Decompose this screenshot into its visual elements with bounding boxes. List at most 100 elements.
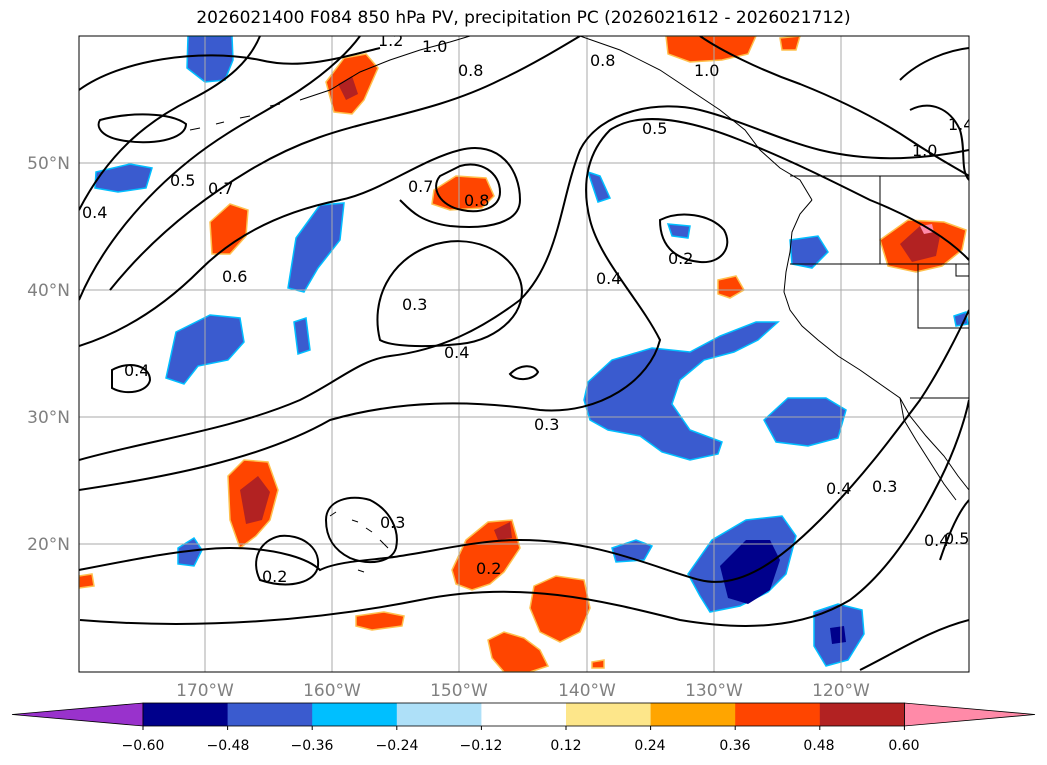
contour-line — [508, 365, 540, 380]
contour-label: 0.7 — [408, 177, 433, 196]
precip-blob — [94, 163, 153, 193]
precip-blob — [529, 575, 591, 643]
colorbar-tick-label: 0.24 — [634, 738, 665, 754]
contour-line — [699, 36, 969, 177]
contour-line — [109, 36, 581, 291]
latitude-labels: 50°N 40°N 30°N 20°N — [27, 154, 70, 555]
precip-blob — [209, 203, 249, 255]
precip-blob — [583, 321, 780, 461]
colorbar-segment — [227, 703, 313, 726]
contour-line — [939, 499, 969, 561]
colorbar-tick-label: −0.60 — [122, 738, 165, 754]
colorbar-ticks: −0.60 −0.48 −0.36 −0.24 −0.12 0.12 0.24 … — [122, 738, 920, 754]
contour-label: 1.0 — [912, 141, 937, 160]
precip-blob — [240, 476, 270, 524]
coastlines — [189, 36, 969, 573]
contour-label: 0.5 — [642, 119, 667, 138]
contour-line — [859, 619, 969, 671]
colorbar-tick-label: 0.60 — [888, 738, 919, 754]
contour-label: 0.8 — [464, 191, 489, 210]
colorbar-outline — [142, 702, 905, 727]
colorbar-segment — [396, 703, 482, 726]
contour-label: 0.5 — [170, 171, 195, 190]
precip-blob — [789, 235, 829, 269]
precip-blob — [494, 522, 512, 540]
colorbar-segment — [735, 703, 821, 726]
colorbar-extend-right — [904, 702, 1036, 727]
lon-label: 140°W — [558, 681, 616, 701]
baja-coast — [899, 397, 957, 501]
contour-label: 0.3 — [872, 477, 897, 496]
contour-label: 0.2 — [262, 567, 287, 586]
gridlines — [79, 36, 969, 672]
contour-label: 0.8 — [458, 61, 483, 80]
contour-line — [255, 534, 320, 586]
lat-label: 20°N — [27, 535, 70, 555]
contour-line — [111, 364, 152, 394]
contour-line — [899, 47, 969, 81]
lon-label: 130°W — [685, 681, 743, 701]
contour-line — [79, 309, 969, 583]
longitude-labels: 170°W 160°W 150°W 140°W 130°W 120°W — [176, 681, 870, 701]
contour-label: 1.0 — [694, 61, 719, 80]
precip-blob — [666, 223, 691, 239]
lat-label: 50°N — [27, 154, 70, 174]
colorbar — [11, 702, 1036, 730]
aleutian-islands — [189, 103, 281, 131]
contour-label: 0.2 — [476, 559, 501, 578]
alaska-coast — [299, 36, 471, 101]
contour-label: 0.5 — [944, 529, 969, 548]
precip-blob — [830, 626, 846, 644]
contour-label: 0.7 — [208, 179, 233, 198]
lat-label: 40°N — [27, 281, 70, 301]
contour-line — [79, 105, 969, 461]
state-border — [955, 264, 969, 277]
contour-label: 0.3 — [380, 513, 405, 532]
colorbar-segment — [819, 703, 905, 726]
lon-label: 160°W — [303, 681, 361, 701]
precip-blob — [431, 175, 495, 211]
hawaii-islands — [329, 511, 389, 573]
lon-label: 150°W — [430, 681, 488, 701]
colorbar-tick-label: −0.12 — [460, 738, 503, 754]
contour-label: 0.2 — [668, 249, 693, 268]
precip-blob — [177, 536, 203, 567]
state-border — [917, 264, 969, 329]
contour-label: 0.4 — [444, 343, 469, 362]
precip-blob — [79, 573, 95, 589]
map-title: 2026021400 F084 850 hPa PV, precipitatio… — [196, 8, 851, 28]
precip-blob — [586, 170, 612, 203]
precip-blob — [900, 226, 940, 262]
colorbar-tick-label: −0.36 — [291, 738, 334, 754]
negative-precip-regions — [94, 36, 969, 667]
contour-label: 0.6 — [222, 267, 247, 286]
colorbar-tick-label: 0.36 — [719, 738, 750, 754]
precip-blob — [953, 311, 969, 327]
contour-line — [658, 213, 729, 264]
pv-contours — [79, 36, 969, 671]
contour-line — [79, 399, 969, 627]
colorbar-tick-label: −0.48 — [207, 738, 250, 754]
contour-label: 1.0 — [422, 37, 447, 56]
contour-label: 0.4 — [124, 361, 149, 380]
colorbar-tick-label: 0.12 — [550, 738, 581, 754]
colorbar-tick-label: 0.48 — [803, 738, 834, 754]
precip-blob — [779, 36, 801, 51]
contour-label: 0.3 — [402, 295, 427, 314]
contour-label: 0.3 — [534, 415, 559, 434]
precip-blob — [355, 611, 405, 631]
contour-label: 0.4 — [596, 269, 621, 288]
contour-label: 0.4 — [82, 203, 107, 222]
precip-blob — [591, 659, 605, 669]
lon-label: 170°W — [176, 681, 234, 701]
colorbar-segment — [566, 703, 652, 726]
contour-line — [79, 36, 261, 211]
map-layers: 1.2 1.0 0.8 0.8 1.0 0.5 1.4 1.0 0.5 0.4 … — [79, 36, 969, 672]
contour-labels: 1.2 1.0 0.8 0.8 1.0 0.5 1.4 1.0 0.5 0.4 … — [82, 36, 969, 586]
colorbar-segment — [481, 703, 567, 726]
contour-line — [79, 118, 969, 491]
lat-label: 30°N — [27, 408, 70, 428]
contour-label: 0.4 — [826, 479, 851, 498]
colorbar-extend-left — [11, 702, 144, 727]
contour-label: 0.8 — [590, 51, 615, 70]
